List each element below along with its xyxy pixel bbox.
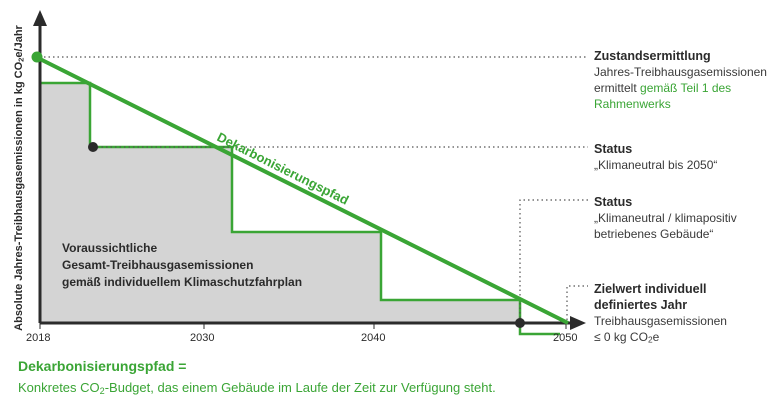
annotation-status-klimaneutral: Status „Klimaneutral / klimapositiv betr… [594, 195, 737, 241]
start-point-marker [31, 51, 43, 63]
x-tick-2050: 2050 [553, 332, 578, 344]
emissions-area [40, 57, 520, 323]
x-tick-2040: 2040 [361, 332, 386, 344]
emissions-step-line [38, 57, 560, 336]
end-point-marker [515, 318, 525, 328]
definition-text: Konkretes CO2-Budget, das einem Gebäude … [18, 380, 496, 396]
x-tick-2018: 2018 [26, 332, 51, 344]
definition-title: Dekarbonisierungspfad = [18, 358, 187, 374]
guide-lines [44, 56, 588, 320]
annotation-zielwert: Zielwert individuell definiertes Jahr Tr… [594, 282, 727, 345]
annotation-zustandsermittlung: Zustandsermittlung Jahres-Treibhausgasem… [594, 49, 767, 111]
status-point-marker [88, 142, 98, 152]
decarbonization-path-line [35, 55, 569, 325]
annotation-status-2050: Status „Klimaneutral bis 2050“ [594, 142, 718, 172]
axes [33, 10, 586, 330]
x-tick-2030: 2030 [190, 332, 215, 344]
staircase-label: Voraussichtliche Gesamt-Treibhausgasemis… [62, 241, 303, 289]
path-label: Dekarbonisierungspfad [215, 129, 352, 207]
y-axis-label: Absolute Jahres-Treibhausgasemissionen i… [13, 25, 26, 331]
